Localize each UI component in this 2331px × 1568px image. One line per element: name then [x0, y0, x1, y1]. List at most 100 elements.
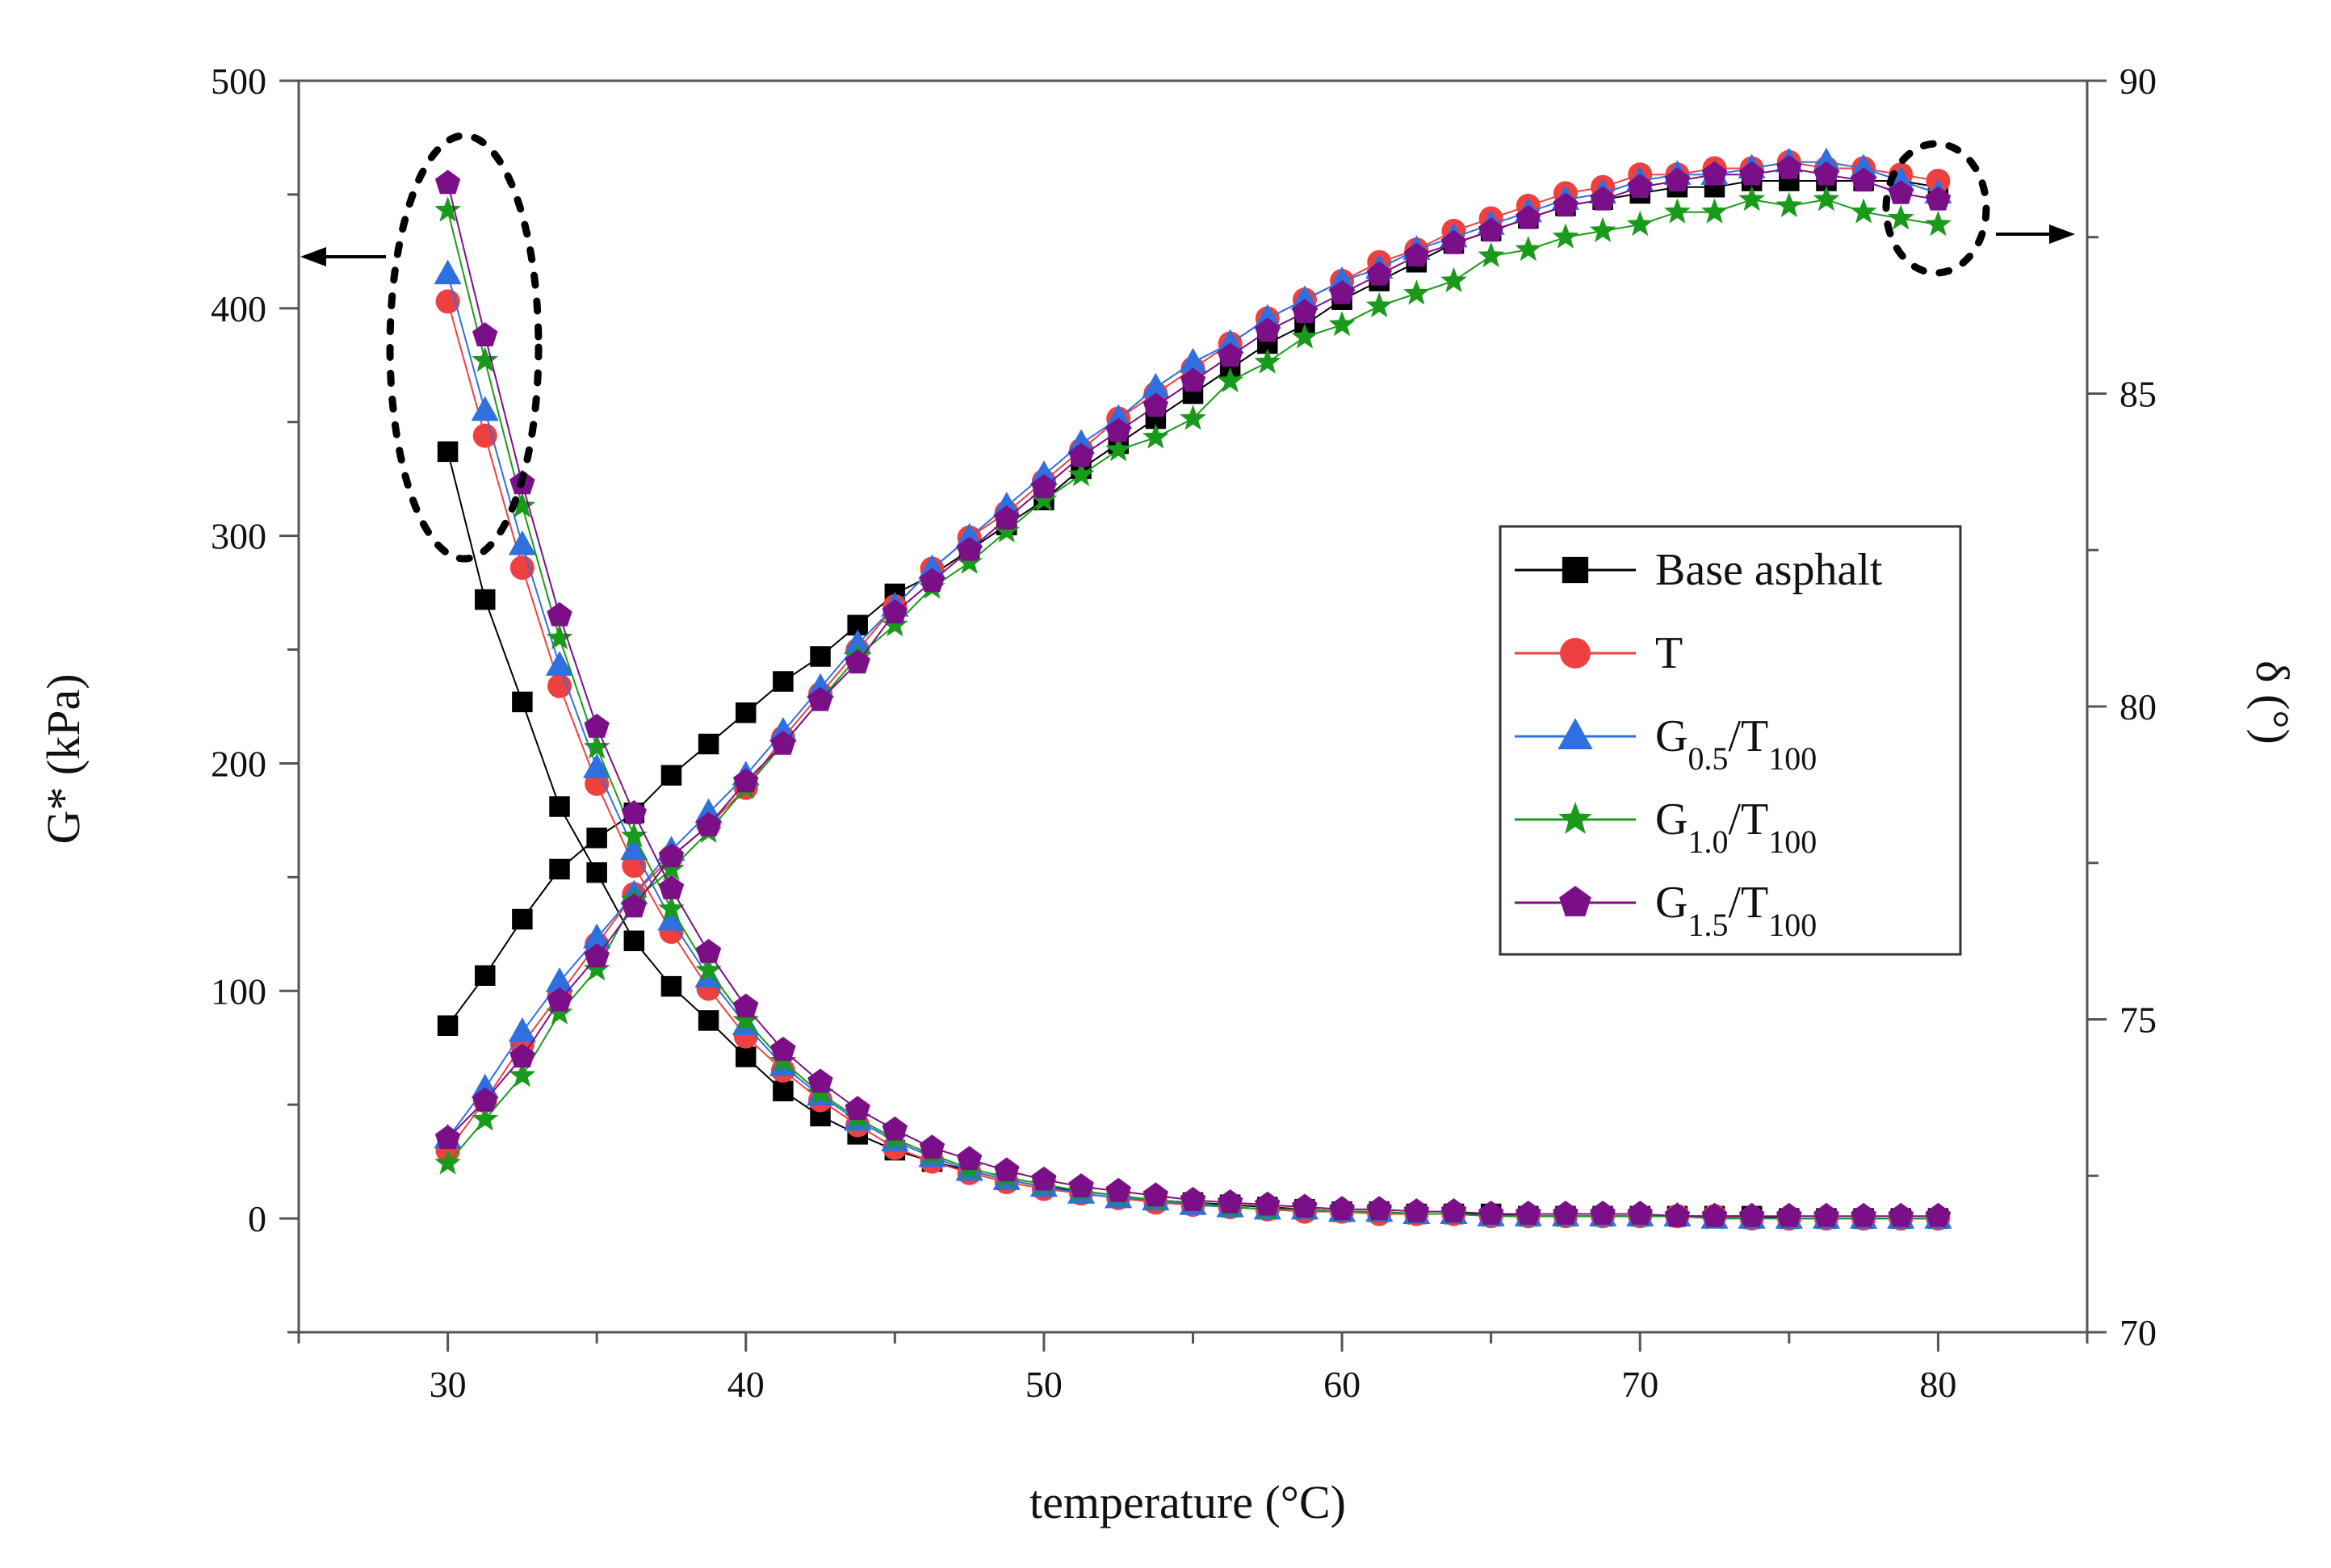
delta-point	[1179, 347, 1207, 373]
x-axis-title: temperature (°C)	[1029, 1476, 1346, 1528]
g-star-point	[435, 289, 460, 314]
delta-point	[1627, 174, 1653, 199]
delta-point	[1105, 417, 1131, 442]
delta-point	[509, 1062, 536, 1088]
x-tick-label: 60	[1323, 1364, 1360, 1405]
g-star-point	[845, 1096, 870, 1121]
g-star-point	[773, 1080, 794, 1102]
y-left-tick-label: 0	[248, 1198, 266, 1239]
x-tick-label: 80	[1919, 1364, 1956, 1405]
delta-point	[621, 893, 647, 918]
g-star-point	[660, 975, 682, 997]
legend-text: G	[1655, 794, 1687, 845]
delta-point	[810, 646, 831, 667]
delta-point	[1403, 279, 1430, 305]
g-star-point	[994, 1157, 1020, 1182]
legend-text: /T	[1728, 794, 1768, 845]
delta-point	[1478, 241, 1505, 267]
delta-point	[1887, 166, 1915, 191]
delta-point	[1031, 474, 1057, 499]
series-layer	[434, 147, 1952, 1231]
delta-point	[512, 908, 533, 930]
g-star-point	[1180, 1187, 1206, 1211]
g-star-point	[807, 1068, 833, 1093]
delta-point	[584, 943, 610, 968]
g-star-point	[1851, 1202, 1876, 1227]
legend-subscript: 100	[1768, 907, 1817, 943]
delta-point	[993, 517, 1021, 543]
delta-point	[807, 686, 833, 711]
left-arrow-head	[300, 247, 326, 266]
legend-marker	[1557, 718, 1593, 749]
legend-label: G0.5/T100	[1655, 711, 1817, 777]
y-left-tick-label: 200	[211, 743, 266, 784]
y-left-tick-label: 400	[211, 288, 266, 329]
g-star-point	[512, 691, 533, 713]
delta-point	[546, 999, 573, 1025]
legend-marker	[1560, 638, 1591, 669]
g-star-point	[956, 1146, 983, 1171]
legend-label: T	[1655, 628, 1683, 678]
g-star-point	[586, 862, 607, 883]
g-star-point	[584, 713, 610, 738]
annotations	[300, 132, 2075, 563]
g-star-point	[621, 800, 647, 824]
legend-text: G	[1655, 878, 1687, 928]
delta-point	[508, 1017, 536, 1042]
x-tick-label: 30	[430, 1364, 467, 1405]
delta-point	[1142, 392, 1168, 417]
g-star-point	[1218, 1189, 1243, 1214]
delta-point	[1255, 317, 1281, 342]
delta-point	[1850, 198, 1877, 224]
g-star-point	[1739, 1202, 1765, 1227]
right-arrow-head	[2049, 224, 2075, 244]
legend-item: G1.5/T100	[1515, 878, 1817, 943]
delta-point	[955, 522, 983, 548]
legend-marker	[1558, 802, 1592, 834]
y-left-tick-label: 100	[211, 971, 266, 1012]
delta-point	[1776, 155, 1802, 179]
legend-subscript: 0.5	[1687, 740, 1728, 777]
g-star-point	[434, 196, 461, 222]
g-star-point	[1516, 1201, 1541, 1225]
g-star-point	[1292, 1193, 1318, 1218]
legend-text: /T	[1728, 711, 1768, 761]
delta-point	[1590, 186, 1616, 211]
delta-point	[994, 505, 1020, 530]
legend-text: /T	[1728, 878, 1768, 928]
delta-point	[736, 702, 757, 723]
delta-point	[1254, 348, 1281, 374]
delta-point	[919, 568, 945, 593]
delta-point	[1516, 205, 1541, 229]
g-star-point	[546, 624, 573, 650]
right-dashed-ellipse	[1882, 140, 1990, 277]
delta-point	[474, 965, 496, 986]
delta-point	[1664, 167, 1691, 192]
delta-point	[472, 1087, 498, 1112]
delta-point	[1180, 405, 1206, 430]
delta-point	[1403, 242, 1430, 267]
g-star-point	[508, 530, 536, 556]
g-star-point	[698, 1010, 719, 1031]
y-left-tick-label: 500	[211, 61, 266, 102]
g-star-point	[658, 895, 685, 920]
delta-point	[992, 492, 1021, 517]
g-star-point	[623, 930, 645, 952]
delta-point	[586, 828, 607, 849]
g-star-point	[1068, 1173, 1094, 1197]
g-star-point	[1329, 1196, 1355, 1221]
delta-point	[695, 811, 722, 836]
legend-marker	[1559, 886, 1591, 916]
delta-point	[1925, 186, 1952, 211]
delta-point	[549, 858, 570, 880]
delta-point	[1029, 460, 1059, 485]
g-star-point	[547, 673, 572, 698]
delta-point	[1180, 367, 1206, 392]
delta-point	[1328, 311, 1356, 337]
g-star-point	[1031, 1166, 1057, 1191]
delta-point	[583, 955, 610, 981]
delta-point	[1851, 167, 1876, 192]
delta-point	[1813, 186, 1840, 212]
